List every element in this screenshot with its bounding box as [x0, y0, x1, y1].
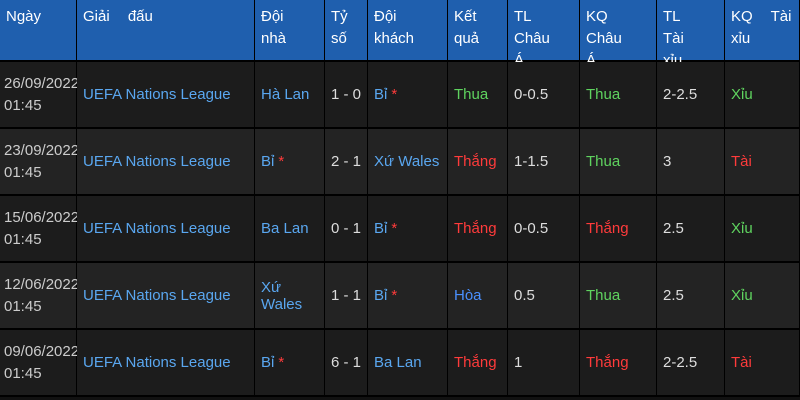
star: * — [391, 220, 398, 237]
over-under: 2.5 — [657, 263, 725, 330]
handicap-result: Thua — [580, 129, 657, 196]
team: Bỉ * — [255, 330, 325, 397]
team: Bỉ * — [368, 196, 448, 263]
time: 01:45 — [4, 96, 42, 114]
over-under: 3 — [657, 129, 725, 196]
date: 23/09/2022 — [4, 141, 80, 159]
team-name: Ba Lan — [261, 220, 309, 237]
star: * — [391, 287, 398, 304]
star: * — [391, 86, 398, 103]
result: Thắng — [448, 196, 508, 263]
star: * — [278, 153, 285, 170]
team: Ba Lan — [255, 196, 325, 263]
over-under-result: Tài — [725, 129, 800, 196]
team-name: Hà Lan — [261, 86, 310, 103]
over-under: 2.5 — [657, 196, 725, 263]
header-cell: TL Châu Á — [508, 0, 580, 69]
result: Thắng — [448, 129, 508, 196]
date: 15/06/2022 — [4, 208, 80, 226]
score: 6 - 1 — [325, 330, 368, 397]
header-cell: Tỷ số — [325, 0, 368, 62]
team-name: Bỉ — [374, 220, 388, 237]
team: Xứ Wales — [255, 263, 325, 330]
header-cell: Kết quả — [448, 0, 508, 62]
handicap: 0.5 — [508, 263, 580, 330]
league: UEFA Nations League — [77, 129, 255, 196]
date: 12/06/2022 — [4, 275, 80, 293]
date: 26/09/2022 — [4, 74, 80, 92]
header-cell: KQ Châu Á — [580, 0, 657, 69]
score: 0 - 1 — [325, 196, 368, 263]
header-cell: Giải đấu — [77, 0, 255, 62]
handicap-result: Thắng — [580, 196, 657, 263]
over-under-result: Xỉu — [725, 196, 800, 263]
team-name: Bỉ — [261, 354, 275, 371]
handicap: 0-0.5 — [508, 62, 580, 129]
date-cell: 12/06/2022 01:45 — [0, 263, 80, 330]
header-cell: Đội nhà — [255, 0, 325, 62]
handicap-result: Thua — [580, 263, 657, 330]
league: UEFA Nations League — [77, 62, 255, 129]
date: 09/06/2022 — [4, 342, 80, 360]
date-cell: 15/06/2022 01:45 — [0, 196, 80, 263]
handicap-result: Thắng — [580, 330, 657, 397]
header-cell: KQ Tài xỉu — [725, 0, 800, 62]
team: Bỉ * — [255, 129, 325, 196]
over-under-result: Tài — [725, 330, 800, 397]
team-name: Bỉ — [261, 153, 275, 170]
time: 01:45 — [4, 364, 42, 382]
header-cell: Ngày — [0, 0, 77, 62]
score: 1 - 1 — [325, 263, 368, 330]
handicap: 0-0.5 — [508, 196, 580, 263]
result: Thua — [448, 62, 508, 129]
time: 01:45 — [4, 163, 42, 181]
league: UEFA Nations League — [77, 263, 255, 330]
handicap: 1-1.5 — [508, 129, 580, 196]
over-under: 2-2.5 — [657, 62, 725, 129]
score: 1 - 0 — [325, 62, 368, 129]
over-under-result: Xỉu — [725, 62, 800, 129]
team: Bỉ * — [368, 263, 448, 330]
handicap: 1 — [508, 330, 580, 397]
team-name: Ba Lan — [374, 354, 422, 371]
team-name: Xứ Wales — [261, 278, 303, 313]
date-cell: 09/06/2022 01:45 — [0, 330, 80, 397]
score: 2 - 1 — [325, 129, 368, 196]
time: 01:45 — [4, 297, 42, 315]
team: Bỉ * — [368, 62, 448, 129]
header-cell: TL Tài xỉu — [657, 0, 725, 69]
result: Hòa — [448, 263, 508, 330]
team-name: Bỉ — [374, 287, 388, 304]
team: Hà Lan — [255, 62, 325, 129]
team: Xứ Wales — [368, 129, 448, 196]
over-under: 2-2.5 — [657, 330, 725, 397]
date-cell: 23/09/2022 01:45 — [0, 129, 80, 196]
date-cell: 26/09/2022 01:45 — [0, 62, 80, 129]
team-name: Bỉ — [374, 86, 388, 103]
over-under-result: Xỉu — [725, 263, 800, 330]
league: UEFA Nations League — [77, 330, 255, 397]
star: * — [278, 354, 285, 371]
league: UEFA Nations League — [77, 196, 255, 263]
header-cell: Đội khách — [368, 0, 448, 62]
team: Ba Lan — [368, 330, 448, 397]
team-name: Xứ Wales — [374, 153, 440, 170]
time: 01:45 — [4, 230, 42, 248]
result: Thắng — [448, 330, 508, 397]
handicap-result: Thua — [580, 62, 657, 129]
